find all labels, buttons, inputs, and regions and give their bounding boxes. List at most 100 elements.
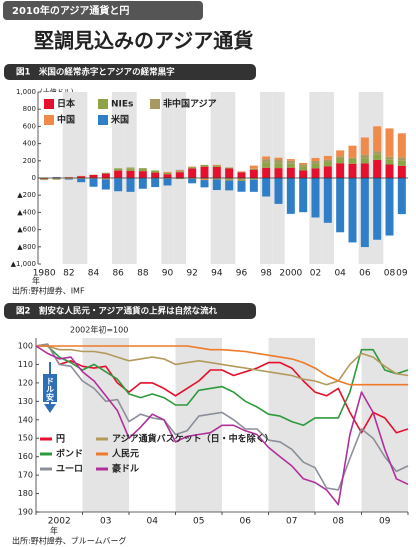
x-tick-label: 84 xyxy=(88,269,100,279)
y-tick-label: 600 xyxy=(23,122,36,130)
y-tick-label: 140 xyxy=(18,415,33,424)
bar-segment xyxy=(151,178,160,188)
bar-segment xyxy=(286,163,295,168)
band xyxy=(361,338,408,512)
x-tick-label: 88 xyxy=(137,269,149,279)
y-tick-label: 160 xyxy=(18,452,33,461)
legend-label: 米国 xyxy=(110,114,129,126)
bar-segment xyxy=(385,178,394,236)
bar-segment xyxy=(175,178,184,180)
bar-segment xyxy=(262,159,271,163)
bar-segment xyxy=(274,178,283,204)
series-line xyxy=(36,345,408,386)
x-tick-label: 86 xyxy=(112,269,124,279)
bar-segment xyxy=(212,179,221,191)
series-line xyxy=(36,345,409,427)
bar-segment xyxy=(373,178,382,240)
headline: 堅調見込みのアジア通貨 xyxy=(34,29,253,53)
y-tick-label: 1,000 xyxy=(16,88,36,96)
bar-segment xyxy=(188,168,197,178)
x-tick-label: 90 xyxy=(162,269,174,279)
x-tick-label: 92 xyxy=(186,269,197,279)
legend-label: 円 xyxy=(56,434,65,445)
x-tick-label: 08 xyxy=(333,517,345,527)
x-tick-label: 09 xyxy=(396,269,408,279)
bar-segment xyxy=(163,174,172,178)
legend-label: ユーロ xyxy=(56,465,83,475)
bar-segment xyxy=(225,178,234,181)
bar-segment xyxy=(262,156,271,160)
bar-segment xyxy=(336,158,345,164)
bar-segment xyxy=(188,167,197,169)
bar-segment xyxy=(323,159,332,163)
bar-segment xyxy=(212,166,221,178)
bar-segment xyxy=(77,178,86,183)
bar-segment xyxy=(52,178,61,180)
y-tick-label: ▲600 xyxy=(17,226,36,234)
bar-segment xyxy=(373,126,382,152)
bar-segment xyxy=(163,178,172,186)
bar-segment xyxy=(138,171,147,178)
bar-segment xyxy=(274,159,283,164)
bar-segment xyxy=(175,171,184,173)
bar-segment xyxy=(348,157,357,159)
legend-label: 人民元 xyxy=(111,448,139,460)
bar-segment xyxy=(323,166,332,178)
legend-label: 豪ドル xyxy=(112,463,139,475)
band xyxy=(268,338,315,512)
y-tick-label: ▲1,000 xyxy=(11,260,36,268)
bar-segment xyxy=(200,180,209,188)
bar-segment xyxy=(360,158,369,164)
bar-segment xyxy=(126,170,135,178)
subtitle: 2002年初=100 xyxy=(70,325,128,335)
bar-segment xyxy=(348,145,357,158)
x-tick-label: 2002 xyxy=(48,517,71,527)
y-tick-label: 120 xyxy=(18,378,33,387)
bar-segment xyxy=(40,179,49,181)
bar-segment xyxy=(311,178,320,218)
x-tick-label: 2000 xyxy=(279,269,302,279)
bar-segment xyxy=(397,165,406,178)
y-tick-label: 110 xyxy=(18,360,33,369)
y-tick-label: 400 xyxy=(23,140,36,148)
bar-segment xyxy=(200,166,209,178)
bar-segment xyxy=(397,157,406,161)
bar-segment xyxy=(225,180,234,191)
bar-segment xyxy=(336,178,345,233)
source: 出所:野村證券、ブルームバーグ xyxy=(12,536,126,546)
series-line xyxy=(35,345,409,506)
bar-segment xyxy=(101,173,110,178)
x-tick-label: 07 xyxy=(286,517,297,527)
bar-segment xyxy=(299,166,308,171)
x-tick-label: 82 xyxy=(63,269,74,279)
y-tick-label: 150 xyxy=(18,434,33,443)
bar-segment xyxy=(286,159,295,161)
bar-segment xyxy=(249,179,258,192)
bar-segment xyxy=(138,178,147,189)
bar-segment xyxy=(89,174,98,178)
x-tick-label: 96 xyxy=(236,269,248,279)
bar-segment xyxy=(175,170,184,172)
bar-segment xyxy=(163,172,172,175)
bar-segment xyxy=(200,164,209,167)
bar-segment xyxy=(311,168,320,178)
bar-segment xyxy=(397,178,406,215)
bar-segment xyxy=(126,167,135,169)
annotation: ドル安 xyxy=(46,377,55,402)
bar-segment xyxy=(77,178,86,179)
legend-swatch xyxy=(98,115,108,125)
y-tick-label: 190 xyxy=(18,508,33,517)
y-tick-label: 800 xyxy=(23,105,36,113)
bar-segment xyxy=(323,178,332,223)
y-tick-label: 100 xyxy=(18,342,33,351)
x-tick-label: 1980 xyxy=(33,269,56,279)
title-bar xyxy=(4,303,256,319)
x-tick-label: 98 xyxy=(260,269,272,279)
bar-segment xyxy=(225,168,234,178)
bar-segment xyxy=(249,169,258,178)
bar-segment xyxy=(323,155,332,160)
bar-segment xyxy=(397,133,406,158)
bar-segment xyxy=(360,137,369,155)
bar-segment xyxy=(373,154,382,160)
bar-segment xyxy=(188,178,197,184)
